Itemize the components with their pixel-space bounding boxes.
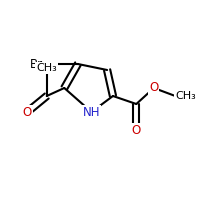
Text: CH₃: CH₃	[175, 91, 196, 101]
Text: Br: Br	[30, 58, 43, 71]
Text: O: O	[23, 106, 32, 118]
Text: O: O	[149, 81, 158, 94]
Text: O: O	[132, 123, 141, 136]
Text: NH: NH	[83, 106, 100, 118]
Text: CH₃: CH₃	[36, 63, 57, 73]
